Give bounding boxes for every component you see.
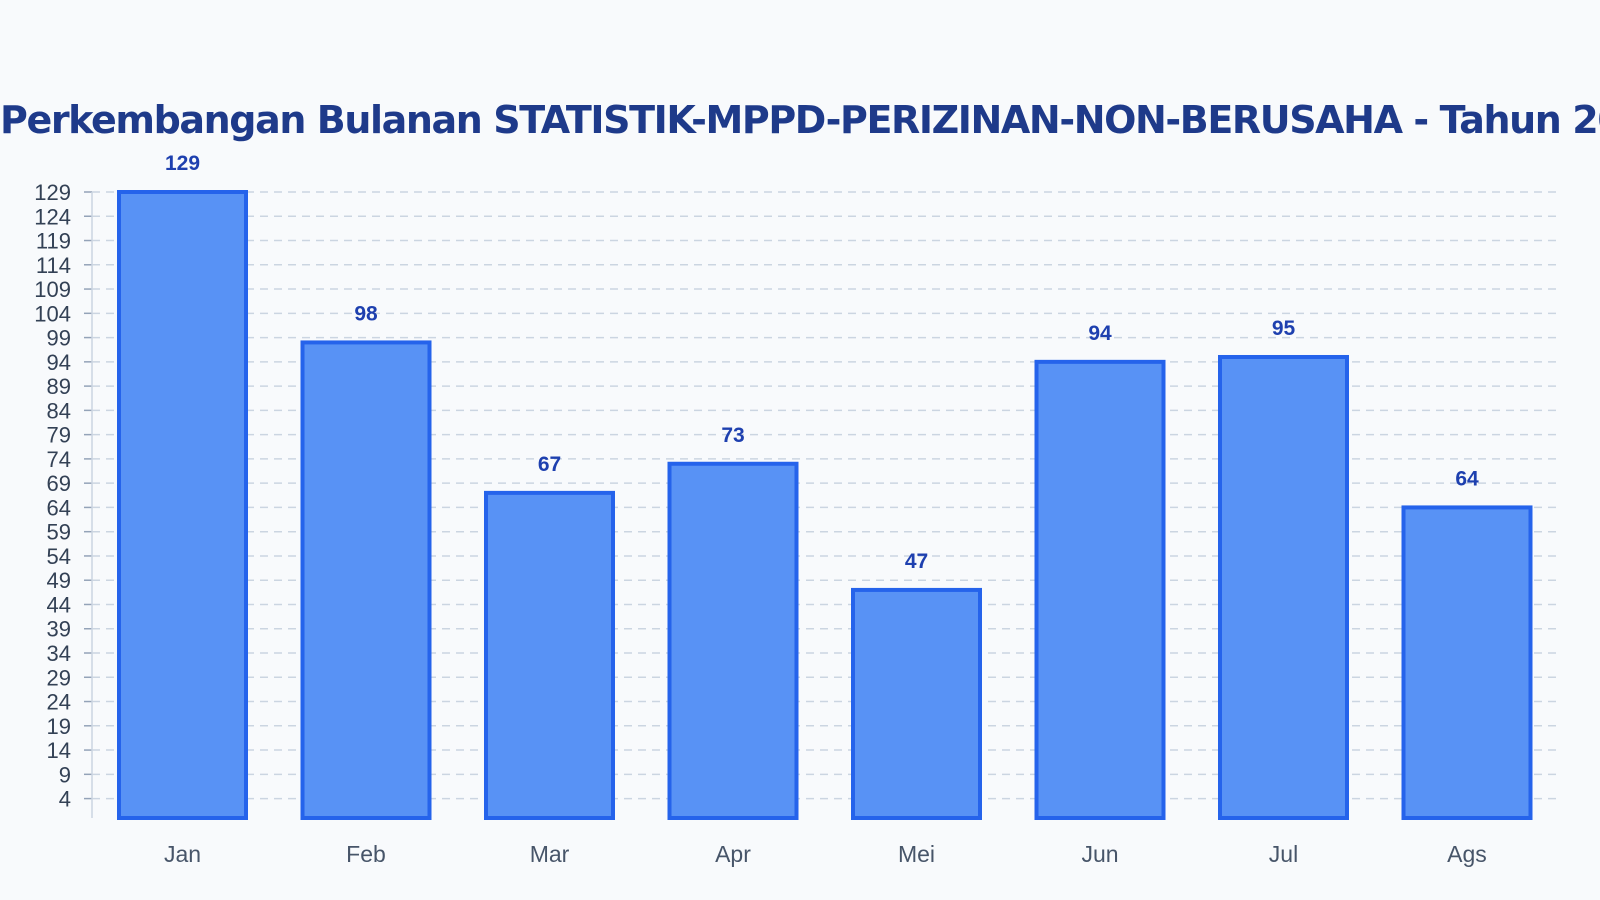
y-tick-label: 104 xyxy=(34,301,71,326)
bar-mar xyxy=(484,490,615,820)
bar-ags xyxy=(1401,505,1533,820)
x-tick-label: Ags xyxy=(1447,841,1487,867)
bar-apr xyxy=(667,461,799,820)
data-label: 95 xyxy=(1272,317,1296,340)
y-tick-label: 74 xyxy=(47,447,71,472)
data-label: 98 xyxy=(354,302,378,325)
y-tick-label: 89 xyxy=(47,374,71,399)
data-label: 47 xyxy=(905,550,928,573)
y-tick-label: 19 xyxy=(47,714,71,739)
x-tick-label: Jun xyxy=(1081,841,1118,867)
x-tick-label: Mei xyxy=(898,841,935,867)
y-tick-label: 39 xyxy=(47,617,71,642)
y-tick-label: 59 xyxy=(47,520,71,545)
y-tick-label: 34 xyxy=(47,641,71,666)
y-tick-label: 69 xyxy=(47,471,71,496)
data-label: 129 xyxy=(165,152,200,175)
y-tick-label: 64 xyxy=(47,495,71,520)
y-tick-label: 119 xyxy=(36,229,71,254)
y-tick-label: 14 xyxy=(47,738,71,763)
x-tick-label: Jan xyxy=(164,841,201,867)
y-tick-label: 129 xyxy=(34,180,71,205)
y-tick-label: 49 xyxy=(47,568,71,593)
bar-jan xyxy=(117,190,248,820)
x-tick-label: Jul xyxy=(1269,841,1298,867)
y-tick-label: 124 xyxy=(34,204,71,229)
y-tick-label: 4 xyxy=(59,787,71,812)
y-tick-label: 109 xyxy=(34,277,71,302)
x-tick-label: Feb xyxy=(346,841,386,867)
y-tick-label: 44 xyxy=(47,592,71,617)
bar-jun xyxy=(1034,359,1166,820)
bars xyxy=(117,190,1533,820)
x-tick-label: Apr xyxy=(715,841,751,867)
x-axis: Jan Feb Mar Apr Mei Jun Jul Ags xyxy=(164,841,1487,867)
y-axis: 4914192429343944495459646974798489949910… xyxy=(34,180,93,818)
data-label: 67 xyxy=(538,453,561,476)
bar-mei xyxy=(851,587,982,820)
chart-title: Perkembangan Bulanan STATISTIK-MPPD-PERI… xyxy=(0,98,1600,142)
y-tick-label: 29 xyxy=(47,665,71,690)
data-label: 64 xyxy=(1455,467,1479,490)
y-tick-label: 24 xyxy=(47,690,71,715)
data-label: 94 xyxy=(1088,322,1112,345)
data-labels: 129 98 67 73 47 94 95 64 xyxy=(165,152,1479,573)
y-tick-label: 99 xyxy=(47,326,71,351)
y-tick-label: 114 xyxy=(36,253,71,278)
y-tick-label: 54 xyxy=(47,544,71,569)
y-tick-label: 94 xyxy=(47,350,71,375)
x-tick-label: Mar xyxy=(530,841,570,867)
y-tick-label: 9 xyxy=(59,762,71,787)
y-tick-label: 84 xyxy=(47,398,71,423)
bar-feb xyxy=(300,340,432,820)
data-label: 73 xyxy=(721,424,744,447)
y-tick-label: 79 xyxy=(47,423,71,448)
bar-jul xyxy=(1218,354,1349,820)
